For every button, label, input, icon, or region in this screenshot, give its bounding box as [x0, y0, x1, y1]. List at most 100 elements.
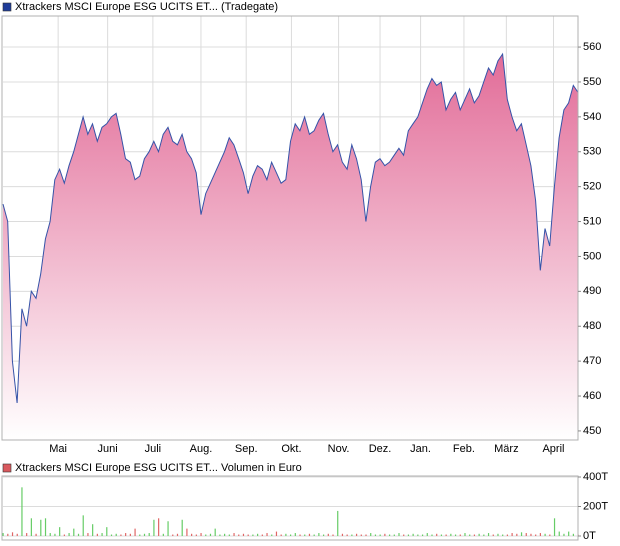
volume-bar: [487, 533, 490, 536]
volume-bar: [370, 533, 372, 536]
volume-bar: [568, 531, 570, 536]
volume-bar: [412, 533, 414, 536]
volume-bar: [125, 533, 127, 536]
volume-bar: [233, 533, 235, 536]
volume-bar: [299, 534, 301, 536]
volume-bar: [49, 533, 51, 536]
volume-bar: [346, 534, 348, 536]
volume-bar: [506, 534, 509, 536]
volume-bar: [252, 534, 254, 536]
volume-bar: [214, 528, 216, 536]
y-tick-label: 450: [583, 425, 601, 437]
volume-bar: [497, 533, 499, 536]
y-tick-label: 560: [583, 41, 601, 53]
volume-bar: [384, 533, 386, 536]
volume-bar: [440, 534, 443, 536]
y-tick-label: 460: [583, 390, 601, 402]
volume-bar: [148, 533, 150, 536]
volume-bar: [280, 534, 282, 536]
volume-bar: [172, 534, 174, 536]
x-tick-label: Nov.: [328, 443, 350, 455]
volume-bar: [351, 534, 353, 536]
y-tick-label: 470: [583, 355, 601, 367]
x-tick-label: Jan.: [410, 443, 431, 455]
volume-bar: [35, 533, 37, 536]
volume-bar: [162, 533, 164, 536]
volume-bar: [54, 533, 56, 536]
volume-bar: [11, 532, 14, 536]
y-tick-label: 510: [583, 215, 601, 227]
volume-bar: [242, 533, 245, 536]
volume-bar: [285, 533, 287, 536]
volume-bar: [553, 518, 556, 536]
volume-bar: [261, 534, 263, 536]
price-line: [2, 52, 579, 404]
x-tick-label: Sep.: [235, 443, 258, 455]
volume-bar: [393, 534, 395, 536]
volume-bar: [549, 534, 551, 536]
volume-bar: [426, 533, 428, 536]
x-tick-label: Aug.: [190, 443, 213, 455]
volume-bar: [247, 534, 249, 536]
volume-bar: [275, 531, 278, 536]
x-tick-label: März: [494, 443, 518, 455]
volume-bar: [308, 533, 311, 536]
volume-bar: [176, 533, 179, 536]
volume-bar: [478, 533, 480, 536]
y-tick-label: 0T: [583, 530, 596, 542]
y-tick-label: 530: [583, 146, 601, 158]
volume-bar: [318, 533, 320, 536]
volume-bar: [16, 533, 18, 536]
volume-bar: [96, 533, 98, 536]
volume-bar: [294, 533, 296, 536]
volume-bar: [120, 534, 122, 536]
y-tick-label: 490: [583, 285, 601, 297]
plot-frame: [1, 475, 579, 541]
volume-bar: [59, 527, 61, 536]
volume-bar: [92, 524, 94, 536]
volume-bar: [228, 534, 230, 536]
legend-swatch: [2, 463, 12, 473]
volume-bar: [313, 534, 315, 536]
x-tick-label: Okt.: [281, 443, 301, 455]
volume-bar: [341, 533, 344, 536]
volume-bar: [464, 533, 466, 536]
x-tick-label: Mai: [49, 443, 67, 455]
volume-bar: [63, 534, 65, 536]
volume-bar: [134, 528, 136, 536]
volume-bar: [417, 534, 419, 536]
volume-bar: [153, 519, 155, 536]
volume-bar: [473, 534, 476, 536]
volume-bar: [483, 534, 485, 536]
volume-bar: [365, 534, 367, 536]
volume-bar: [535, 534, 537, 536]
volume-bar: [539, 533, 541, 536]
y-tick-label: 550: [583, 76, 601, 88]
volume-bar: [544, 533, 546, 536]
volume-bar: [73, 528, 75, 536]
y-tick-label: 540: [583, 111, 601, 123]
volume-bar: [158, 518, 160, 536]
volume-bar: [87, 533, 89, 536]
volume-bar: [44, 518, 47, 536]
volume-bar: [445, 534, 447, 536]
volume-bar: [167, 521, 169, 536]
volume-bar: [205, 534, 207, 536]
volume-bar: [224, 533, 226, 536]
volume-bar: [219, 534, 221, 536]
y-tick-label: 400T: [583, 471, 608, 483]
volume-bar: [530, 533, 532, 536]
volume-bar: [30, 518, 32, 536]
volume-bar: [516, 533, 518, 536]
volume-bar: [271, 534, 273, 536]
volume-bar: [26, 533, 28, 536]
volume-bar: [355, 533, 358, 536]
x-tick-label: Dez.: [369, 443, 392, 455]
volume-bar: [403, 534, 405, 536]
volume-bar: [407, 534, 410, 536]
y-tick-label: 520: [583, 181, 601, 193]
volume-bar: [322, 534, 325, 536]
x-tick-label: Feb.: [453, 443, 475, 455]
legend-label: Xtrackers MSCI Europe ESG UCITS ET... Vo…: [15, 462, 302, 474]
volume-bar: [379, 534, 381, 536]
